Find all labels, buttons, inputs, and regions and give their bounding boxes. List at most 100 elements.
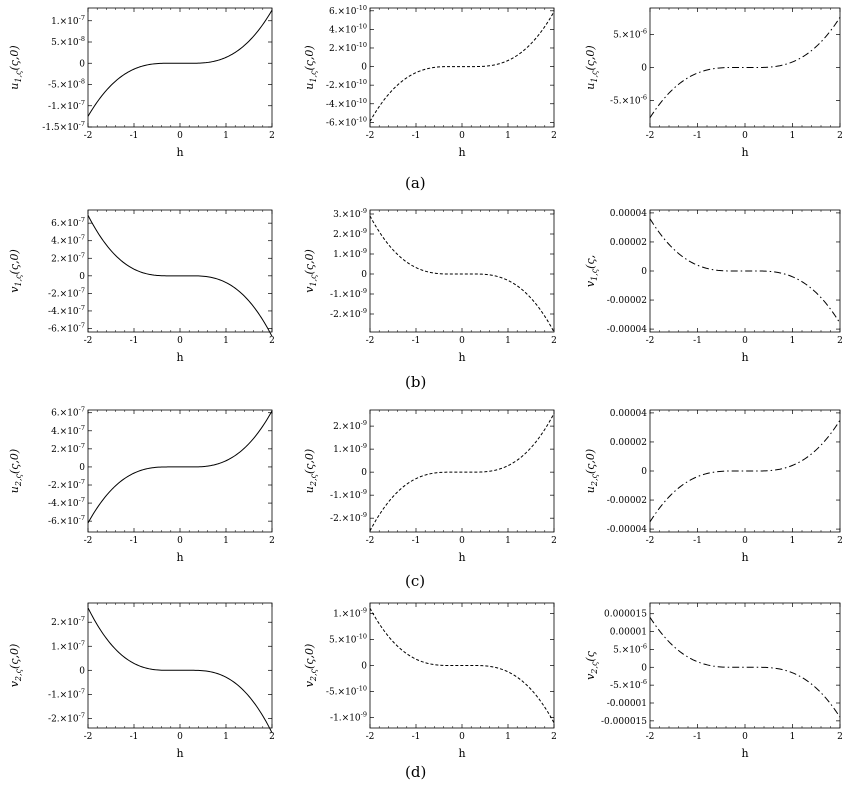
y-tick-label: 1.×10-9	[333, 247, 367, 260]
y-tick-label: 2.×10-7	[51, 442, 85, 455]
x-tick-label: -1	[693, 131, 702, 141]
y-tick-label: -5.×10-6	[610, 678, 647, 691]
x-tick-label: 2	[837, 732, 843, 742]
x-tick-label: -1	[693, 336, 702, 346]
plot-frame	[87, 409, 273, 533]
x-axis-label: h	[741, 146, 748, 159]
y-tick-label: 6.×10-7	[51, 216, 85, 229]
x-tick-label: -2	[84, 536, 93, 546]
x-tick-label: 2	[551, 336, 557, 346]
y-tick-label: -1.×10-9	[330, 287, 367, 300]
chart-panel-3-2: -2 -1 0 1 2 0.000015 0.00001 5.×10-6 0 -5.×10-6 -0…	[584, 602, 843, 760]
x-tick-label: -1	[412, 536, 421, 546]
y-tick-label: -4.×10-10	[326, 97, 367, 110]
x-tick-label: -1	[412, 336, 421, 346]
x-tick-label: 1	[223, 536, 229, 546]
x-tick-label: -1	[693, 536, 702, 546]
y-tick-label: 0.00004	[610, 409, 647, 419]
x-axis-label: h	[741, 551, 748, 564]
caption-d: (d)	[405, 763, 427, 781]
x-tick-label: 1	[223, 336, 229, 346]
y-tick-label: -0.00004	[607, 525, 648, 535]
plot-frame	[87, 602, 273, 729]
series-line	[369, 11, 555, 122]
y-tick-label: -2.×10-9	[330, 511, 367, 524]
y-tick-label: 0	[79, 59, 85, 69]
plot-frame	[649, 209, 841, 333]
caption-a: (a)	[405, 174, 426, 192]
y-tick-label: -6.×10-7	[48, 321, 85, 334]
x-tick-label: 1	[505, 336, 511, 346]
y-tick-label: 0.00002	[610, 238, 647, 248]
x-tick-label: 0	[177, 732, 183, 742]
y-tick-label: -0.00002	[607, 296, 647, 306]
y-tick-label: 3.×10-9	[333, 207, 367, 220]
x-tick-label: 0	[177, 536, 183, 546]
y-tick-label: 5.×10-10	[329, 632, 367, 645]
y-tick-label: 6.×10-7	[51, 406, 85, 419]
y-tick-label: -6.×10-7	[48, 514, 85, 527]
x-tick-label: 2	[837, 131, 843, 141]
x-tick-label: 0	[459, 536, 465, 546]
y-tick-label: 2.×10-10	[329, 41, 367, 54]
x-tick-label: 0	[459, 131, 465, 141]
chart-panel-0-2: -2 -1 0 1 2 5.×10-6 0 -5.×10-6 h u1,ς(ς,0)	[584, 7, 843, 159]
y-axis-label: u1,ς(ς,0)	[8, 45, 23, 89]
plot-frame	[649, 7, 841, 128]
x-tick-label: 0	[459, 732, 465, 742]
y-tick-label: 0	[361, 63, 367, 73]
chart-panel-0-1: -2 -1 0 1 2 6.×10-10 4.×10-10 2.×10-10 0 -2.×10-1…	[303, 4, 557, 159]
x-tick-label: 0	[177, 336, 183, 346]
y-tick-label: 6.×10-10	[329, 4, 367, 17]
chart-panel-0-0: -2 -1 0 1 2 1.×10-7 5.×10-8 0 -5.×10-8 -1.×10-7 -1…	[8, 7, 275, 159]
y-tick-label: 0.00002	[610, 438, 647, 448]
x-tick-label: 2	[269, 732, 275, 742]
y-tick-label: 0	[641, 267, 647, 277]
series-line	[369, 215, 555, 333]
x-tick-label: -1	[130, 536, 139, 546]
x-axis-label: h	[741, 747, 748, 760]
series-line	[649, 419, 841, 523]
y-tick-label: 2.×10-7	[51, 251, 85, 264]
y-tick-label: -2.×10-9	[330, 307, 367, 320]
y-tick-label: 1.×10-9	[333, 606, 367, 619]
y-tick-label: 1.×10-7	[51, 14, 85, 27]
y-tick-label: 2.×10-9	[333, 419, 367, 432]
x-tick-label: -2	[84, 732, 93, 742]
y-axis-label: u2,ς(ς,0)	[8, 449, 23, 493]
x-tick-label: -2	[646, 131, 655, 141]
x-tick-label: -2	[646, 536, 655, 546]
x-axis-label: h	[458, 551, 465, 564]
x-tick-label: 2	[837, 336, 843, 346]
plot-frame	[369, 209, 555, 333]
y-tick-label: 0.00004	[610, 209, 647, 219]
y-axis-label: u2,ς(ς,0)	[303, 449, 318, 493]
chart-panel-2-0: -2 -1 0 1 2 6.×10-7 4.×10-7 2.×10-7 0 -2.×10-7 -4.…	[8, 406, 275, 564]
x-tick-label: -2	[84, 131, 93, 141]
x-tick-label: -1	[130, 336, 139, 346]
y-tick-label: -5.×10-6	[610, 94, 647, 107]
series-line	[369, 413, 555, 532]
plot-frame	[87, 7, 273, 128]
y-tick-label: 0	[361, 662, 367, 672]
y-tick-label: -6.×10-10	[326, 115, 367, 128]
series-line	[87, 410, 273, 524]
x-tick-label: 0	[742, 536, 748, 546]
y-tick-label: -2.×10-10	[326, 78, 367, 91]
x-axis-label: h	[176, 747, 183, 760]
x-tick-label: -2	[646, 732, 655, 742]
x-axis-label: h	[458, 351, 465, 364]
y-axis-label: u1,ς(ς,0)	[303, 45, 318, 89]
x-axis-label: h	[458, 747, 465, 760]
chart-panel-1-2: -2 -1 0 1 2 0.00004 0.00002 0 -0.00002 -0.00004 h v…	[584, 209, 843, 364]
x-tick-label: -2	[646, 336, 655, 346]
x-tick-label: -2	[366, 536, 375, 546]
chart-panel-2-2: -2 -1 0 1 2 0.00004 0.00002 0 -0.00002 -0.00004 h u…	[584, 409, 843, 564]
series-line	[87, 9, 273, 117]
y-axis-label: v2,ς(ς,0)	[8, 644, 23, 688]
y-tick-label: 5.×10-6	[613, 642, 647, 655]
y-tick-label: -5.×10-8	[48, 78, 85, 91]
caption-c: (c)	[405, 572, 426, 590]
series-line	[369, 607, 555, 724]
x-tick-label: -1	[693, 732, 702, 742]
